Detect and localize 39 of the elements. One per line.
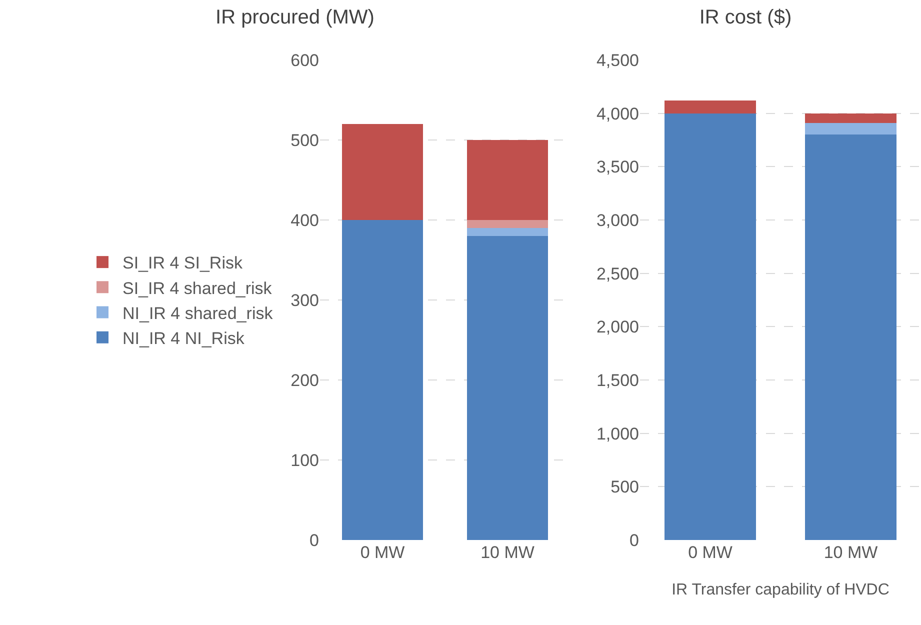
chart-title: IR procured (MW) xyxy=(216,6,374,28)
bar xyxy=(805,113,896,123)
y-tick-label: 300 xyxy=(290,290,319,310)
legend-label: NI_IR 4 NI_Risk xyxy=(122,328,245,348)
y-tick-label: 500 xyxy=(610,478,639,497)
legend-label: SI_IR 4 shared_risk xyxy=(122,278,272,298)
x-tick-label: 0 MW xyxy=(688,543,732,562)
bar xyxy=(342,220,424,540)
bar xyxy=(466,236,548,540)
y-tick-label: 4,500 xyxy=(596,50,639,70)
legend-label: NI_IR 4 shared_risk xyxy=(122,304,274,323)
bar xyxy=(342,124,424,220)
x-tick-label: 10 MW xyxy=(480,543,534,562)
legend-label: SI_IR 4 SI_Risk xyxy=(122,254,243,273)
y-tick-label: 500 xyxy=(290,130,319,150)
y-tick-label: 2,000 xyxy=(596,318,639,337)
y-tick-label: 200 xyxy=(290,370,319,390)
bar xyxy=(805,134,896,540)
x-axis-title: IR Transfer capability of HVDC xyxy=(672,582,890,599)
bar xyxy=(466,228,548,236)
y-tick-label: 4,000 xyxy=(596,104,639,124)
bar xyxy=(664,100,756,114)
bar xyxy=(466,220,548,228)
bar xyxy=(805,122,896,135)
y-tick-label: 3,500 xyxy=(596,158,639,177)
x-tick-label: 0 MW xyxy=(360,543,405,562)
x-tick-label: 10 MW xyxy=(824,543,878,562)
y-tick-label: 100 xyxy=(290,450,319,470)
chart-title: IR cost ($) xyxy=(699,6,792,28)
y-tick-label: 600 xyxy=(290,50,319,70)
y-tick-label: 3,000 xyxy=(596,210,639,230)
y-tick-label: 1,500 xyxy=(596,370,639,390)
y-tick-label: 0 xyxy=(630,530,639,550)
y-tick-label: 0 xyxy=(310,530,319,550)
bar xyxy=(466,140,548,220)
bar xyxy=(664,113,756,540)
y-tick-label: 400 xyxy=(290,210,319,230)
y-tick-label: 1,000 xyxy=(596,424,639,444)
y-tick-label: 2,500 xyxy=(596,264,639,284)
